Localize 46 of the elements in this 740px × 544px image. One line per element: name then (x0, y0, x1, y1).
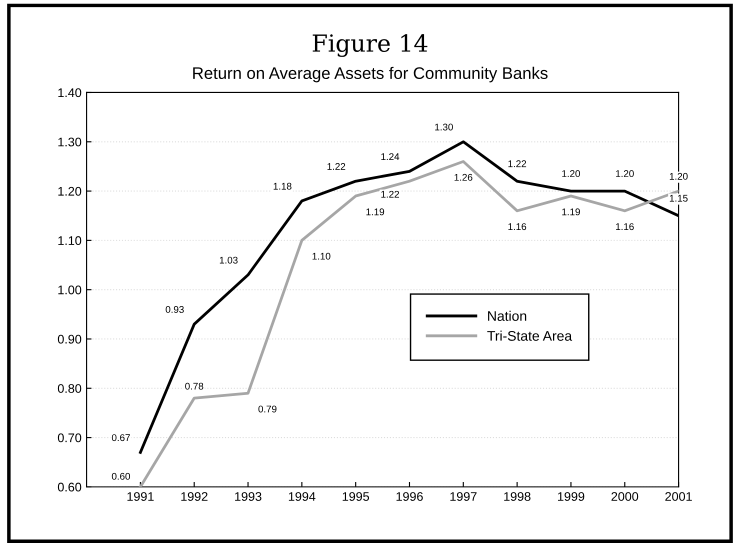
data-label: 1.16 (616, 223, 634, 230)
data-label: 0.67 (112, 434, 130, 442)
data-label: 0.79 (258, 406, 276, 412)
x-tick-label: 1993 (235, 492, 262, 501)
data-label: 1.20 (616, 170, 634, 178)
data-label: 1.26 (454, 174, 472, 181)
x-tick-label: 1998 (504, 492, 530, 501)
y-tick-label: 1.00 (58, 285, 82, 294)
chart-title: Figure 14 (312, 34, 428, 57)
data-label: 1.10 (312, 252, 330, 260)
data-label: 1.19 (366, 208, 384, 216)
data-label: 1.22 (328, 163, 346, 170)
legend-label: Tri-State Area (487, 330, 572, 341)
data-label: 1.22 (508, 160, 526, 168)
data-label: 0.78 (185, 382, 204, 390)
y-tick-label: 1.10 (58, 236, 82, 246)
data-label: 1.24 (381, 153, 400, 160)
legend-label: Nation (488, 310, 526, 321)
data-label: 1.19 (562, 208, 580, 216)
y-tick-label: 1.20 (58, 186, 82, 196)
x-tick-label: 1992 (181, 492, 208, 501)
data-label: 1.20 (670, 172, 688, 180)
data-label: 1.15 (670, 194, 688, 202)
x-tick-label: 1991 (127, 492, 154, 501)
data-label: 1.03 (220, 256, 238, 264)
x-tick-label: 2000 (611, 492, 638, 501)
data-label: 1.20 (562, 170, 580, 178)
x-tick-label: 1999 (558, 492, 584, 501)
data-label: 0.60 (112, 472, 130, 480)
x-tick-label: 1996 (396, 492, 423, 501)
data-label: 0.93 (166, 306, 184, 313)
data-label: 1.30 (435, 124, 453, 130)
data-label: 1.22 (381, 190, 400, 198)
data-label: 1.18 (274, 182, 292, 190)
y-tick-label: 0.80 (58, 384, 82, 393)
x-tick-label: 1997 (450, 492, 477, 501)
y-tick-label: 1.40 (58, 88, 82, 98)
x-tick-label: 2001 (665, 492, 692, 501)
data-label: 1.16 (508, 223, 526, 230)
x-tick-label: 1995 (342, 492, 370, 501)
y-tick-label: 0.70 (58, 433, 82, 442)
y-tick-label: 0.60 (58, 482, 82, 492)
y-tick-label: 1.30 (58, 138, 82, 146)
y-tick-label: 0.90 (58, 334, 82, 344)
x-tick-label: 1994 (288, 492, 316, 501)
chart-subtitle: Return on Average Assets for Community Banks (193, 66, 548, 82)
